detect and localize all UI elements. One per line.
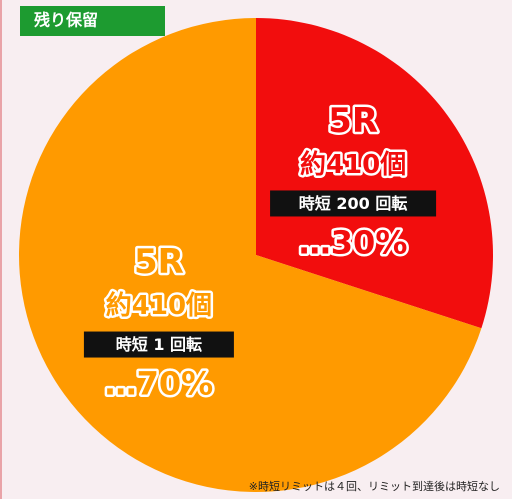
time-box (83, 331, 234, 358)
value-label: …70% (105, 365, 214, 403)
payout-label: 約410個 (106, 290, 212, 321)
payout-label: 約410個 (300, 149, 406, 180)
time-label: 時短 1 回転 (116, 335, 202, 354)
chart-title: 残り保留 (34, 11, 98, 30)
time-label: 時短 200 回転 (299, 194, 408, 213)
pie (18, 18, 493, 492)
slice (18, 18, 482, 492)
value-label: …30% (299, 223, 408, 261)
note: ※時短リミットは４回、リミット到達後は時短なし (249, 479, 500, 493)
round-label: 5R (328, 101, 378, 141)
title-badge (20, 6, 165, 36)
time-box (270, 190, 437, 217)
round-label: 5R (134, 242, 184, 282)
slice (256, 18, 493, 329)
